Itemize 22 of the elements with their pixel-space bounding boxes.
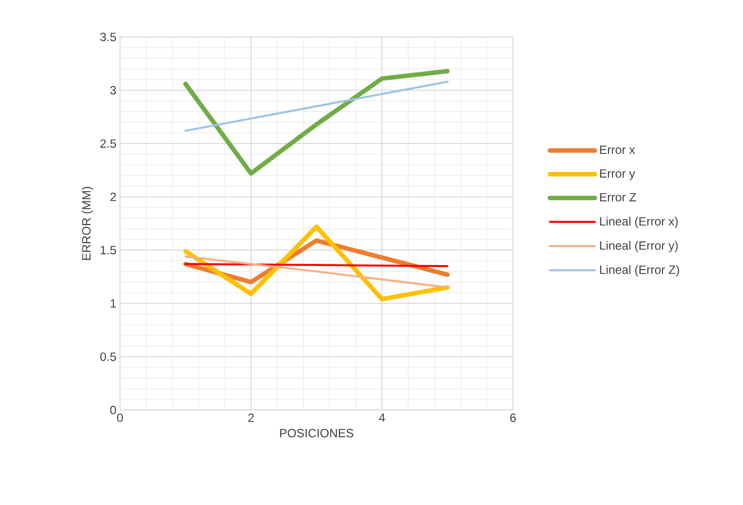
x-axis-title: POSICIONES (280, 428, 354, 438)
y-tick-label: 3.5 (100, 32, 116, 42)
y-tick-label: 2.5 (100, 139, 116, 148)
legend-label: Lineal (Error y) (600, 240, 678, 252)
legend-label: Lineal (Error x) (600, 216, 678, 228)
x-tick-label: 2 (248, 414, 254, 422)
y-tick-label: 0 (110, 406, 116, 414)
x-tick-label: 0 (117, 414, 123, 422)
y-tick-label: 1 (110, 299, 116, 308)
y-tick-label: 3 (110, 86, 116, 95)
y-tick-label: 0.5 (100, 352, 116, 361)
line-series (183, 68, 450, 176)
y-tick-label: 1.5 (100, 246, 116, 254)
x-tick-label: 4 (378, 414, 385, 422)
y-tick-label: 2 (110, 192, 116, 202)
y-axis-title: ERROR (MM) (82, 186, 93, 260)
line-series (183, 224, 450, 302)
legend-label: Error x (600, 146, 635, 154)
x-tick-label: 6 (510, 414, 516, 422)
legend-label: Error Z (600, 193, 636, 202)
legend-label: Error y (600, 169, 636, 180)
legend-label: Lineal (Error Z) (600, 265, 680, 276)
